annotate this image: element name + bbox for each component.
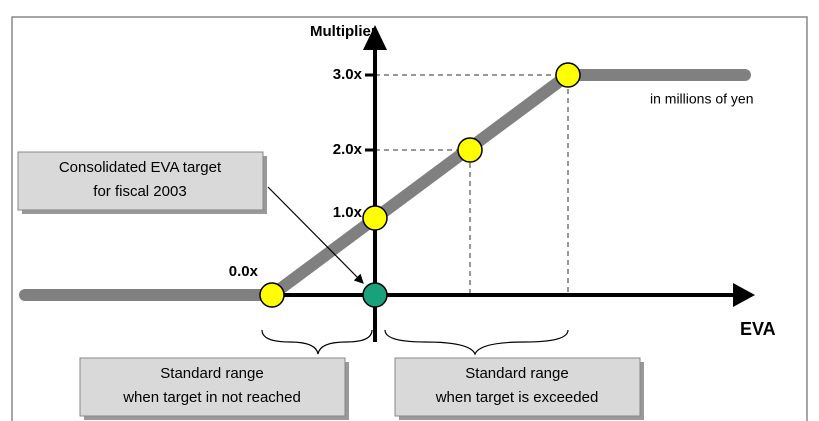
payout-curve	[19, 69, 751, 301]
level-label: 3.0x	[333, 66, 363, 83]
level-label: 2.0x	[333, 141, 363, 158]
y-arrow	[363, 25, 387, 50]
range-text: Standard range	[160, 365, 263, 382]
callout-text: for fiscal 2003	[93, 183, 186, 200]
callout-arrow	[267, 186, 364, 284]
range-box	[79, 357, 346, 417]
range-text: when target is exceeded	[435, 389, 599, 406]
guide-lines	[375, 74, 569, 295]
callout-text: Consolidated EVA target	[59, 159, 222, 176]
level-label: 1.0x	[333, 204, 363, 221]
brace	[384, 329, 569, 356]
unit-note: in millions of yen	[650, 91, 754, 107]
brace	[261, 329, 373, 355]
x-axis-label: EVA	[740, 319, 776, 339]
callout-box	[17, 151, 264, 211]
points	[259, 62, 581, 308]
y-axis-label: Multiplier	[310, 23, 377, 40]
range-text: when target in not reached	[122, 389, 301, 406]
x-arrow	[733, 283, 755, 307]
frame	[11, 16, 808, 421]
level-label: 0.0x	[229, 263, 259, 280]
range-text: Standard range	[465, 365, 568, 382]
range-box	[394, 357, 641, 417]
